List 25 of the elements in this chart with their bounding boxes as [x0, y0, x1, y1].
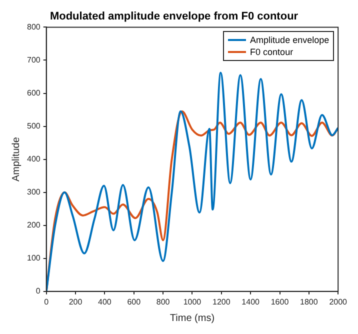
legend-label: F0 contour [250, 46, 294, 58]
x-tick-label: 200 [68, 297, 83, 306]
x-tick-label: 600 [127, 297, 142, 306]
x-tick-label: 400 [98, 297, 112, 306]
y-tick-label: 200 [26, 220, 41, 230]
x-tick-label: 1200 [212, 297, 231, 306]
y-tick-label: 300 [26, 188, 41, 197]
y-tick-label: 400 [26, 154, 41, 164]
x-tick-label: 1600 [270, 297, 290, 306]
x-tick-label: 800 [156, 297, 170, 306]
x-tick-label: 1800 [300, 297, 318, 306]
y-tick-label: 100 [26, 254, 41, 263]
y-tick-label: 800 [26, 22, 41, 32]
y-tick-label: 500 [26, 121, 41, 130]
legend-label: Amplitude envelope [250, 34, 330, 46]
y-tick-label: 600 [26, 88, 41, 98]
chart-title: Modulated amplitude envelope from F0 contour [50, 10, 299, 23]
x-tick-label: 0 [44, 297, 50, 306]
y-tick-label: 700 [26, 55, 41, 64]
y-tick-label: 0 [36, 286, 41, 296]
x-axis-title: Time (ms) [170, 312, 215, 324]
x-tick-label: 1400 [242, 297, 260, 306]
x-tick-label: 2000 [329, 297, 348, 306]
y-axis-title: Amplitude [10, 136, 22, 182]
x-tick-label: 1000 [183, 297, 202, 306]
